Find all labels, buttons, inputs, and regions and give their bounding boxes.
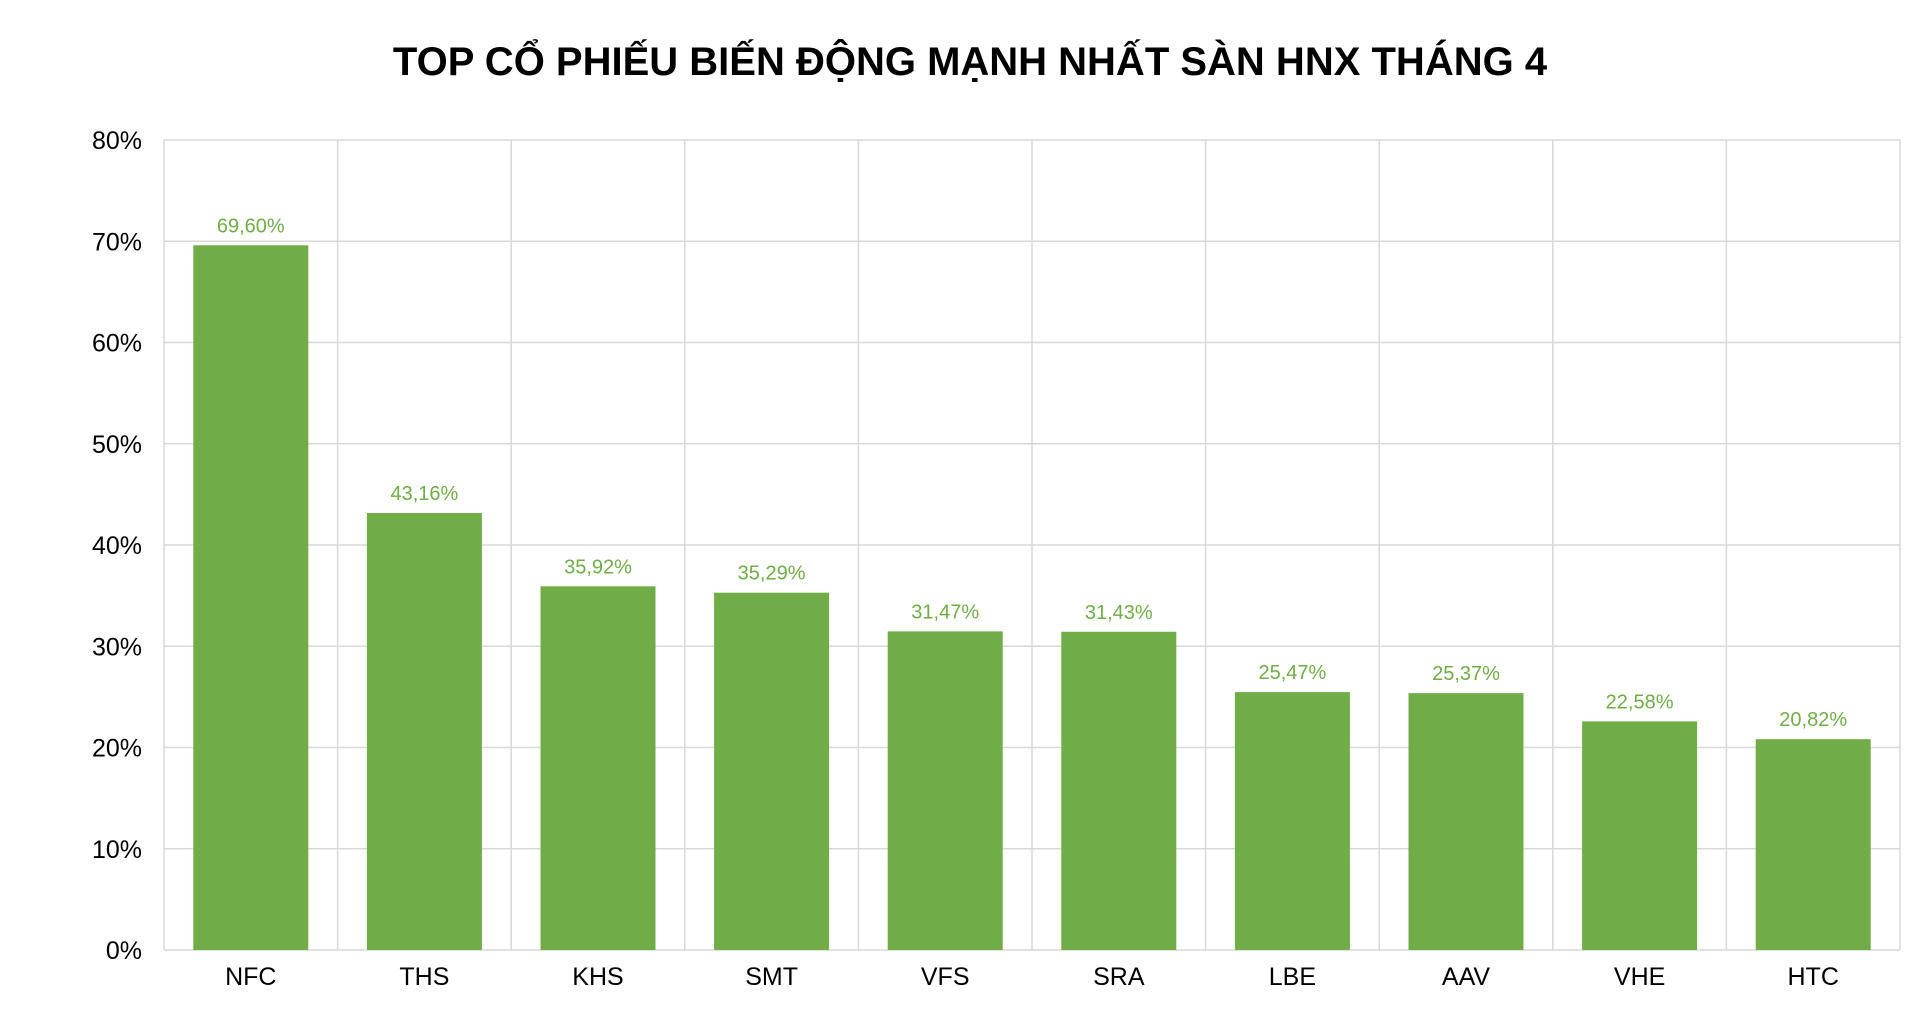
- bar: [193, 245, 309, 951]
- x-tick-label: VFS: [921, 963, 970, 991]
- bar: [887, 631, 1003, 950]
- data-label: 43,16%: [390, 483, 458, 505]
- x-tick-label: KHS: [572, 963, 623, 991]
- bar: [1234, 692, 1350, 950]
- bar: [1582, 721, 1698, 950]
- x-tick-label: LBE: [1269, 963, 1316, 991]
- y-tick-label: 10%: [92, 836, 142, 864]
- data-label: 31,43%: [1085, 602, 1153, 624]
- bar: [540, 586, 656, 950]
- x-tick-label: SMT: [745, 963, 798, 991]
- x-tick-label: SRA: [1093, 963, 1145, 991]
- bar: [714, 592, 830, 950]
- bar: [1408, 693, 1524, 950]
- y-tick-label: 70%: [92, 228, 142, 256]
- data-label: 25,37%: [1432, 663, 1500, 685]
- y-tick-label: 60%: [92, 330, 142, 358]
- x-tick-label: VHE: [1614, 963, 1665, 991]
- data-label: 22,58%: [1606, 691, 1674, 713]
- x-tick-label: NFC: [225, 963, 276, 991]
- y-tick-label: 40%: [92, 532, 142, 560]
- x-tick-label: HTC: [1788, 963, 1839, 991]
- x-tick-label: AAV: [1442, 963, 1490, 991]
- y-tick-label: 50%: [92, 431, 142, 459]
- data-label: 35,29%: [738, 563, 806, 585]
- y-tick-label: 80%: [92, 127, 142, 155]
- y-tick-label: 30%: [92, 633, 142, 661]
- data-label: 31,47%: [911, 601, 979, 623]
- data-label: 25,47%: [1258, 662, 1326, 684]
- chart-title: TOP CỔ PHIẾU BIẾN ĐỘNG MẠNH NHẤT SÀN HNX…: [392, 40, 1548, 84]
- data-label: 20,82%: [1779, 709, 1847, 731]
- bar: [1061, 631, 1177, 950]
- data-label: 35,92%: [564, 556, 632, 578]
- y-tick-label: 0%: [106, 937, 142, 965]
- bar: [366, 513, 482, 950]
- data-label: 69,60%: [217, 215, 285, 237]
- bar: [1755, 739, 1871, 950]
- y-tick-label: 20%: [92, 735, 142, 763]
- x-tick-label: THS: [399, 963, 449, 991]
